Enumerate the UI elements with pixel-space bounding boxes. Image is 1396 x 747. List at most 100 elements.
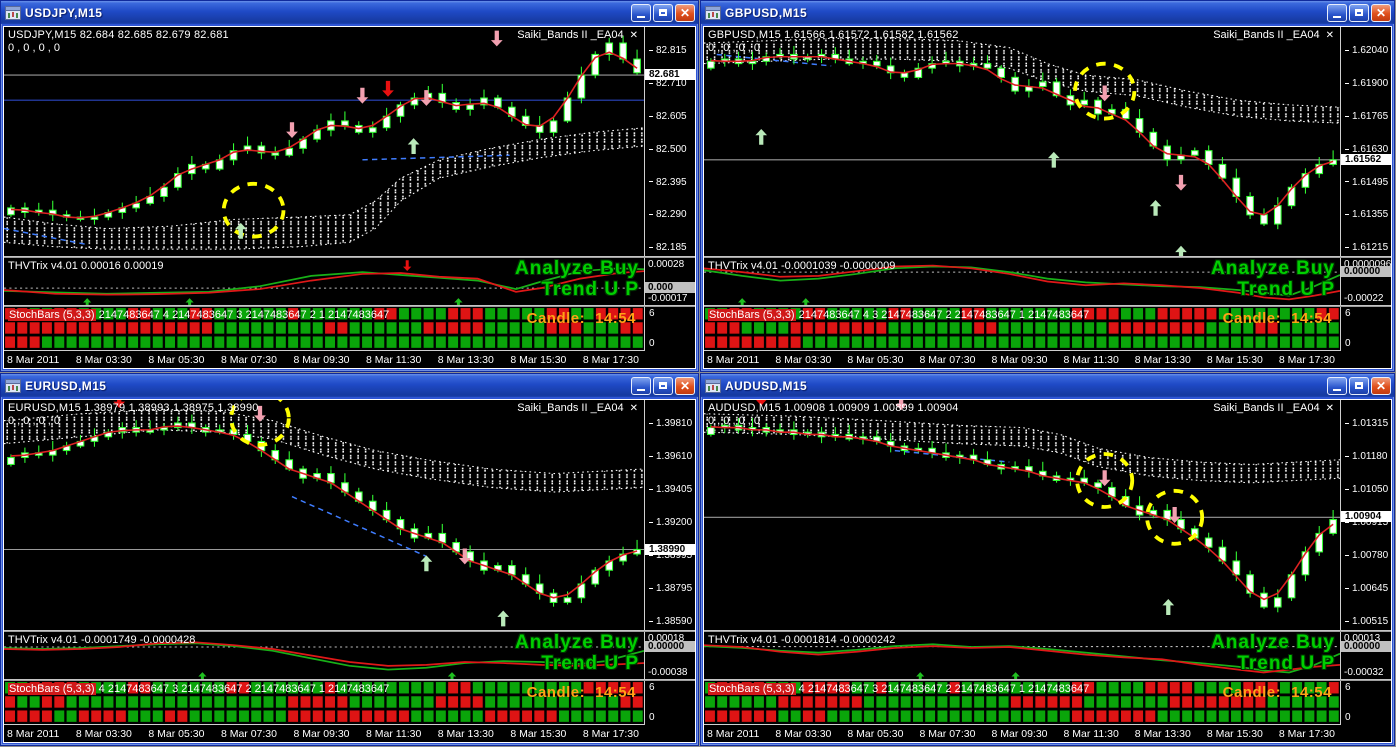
stochbars-pane: StochBars (5,3,3) 2147483647 4 214748364… xyxy=(4,307,695,350)
candle-countdown: Candle: 14:54 xyxy=(527,310,636,327)
maximize-button[interactable] xyxy=(1349,3,1369,22)
window-titlebar[interactable]: AUDUSD,M15 ✕ xyxy=(701,374,1394,397)
chart-window-usdjpy: USDJPY,M15 ✕ USDJPY,M15 82.684 82.685 82… xyxy=(0,0,699,372)
thvtrix-pane: THVTrix v4.01 -0.0001814 -0.0000242 Anal… xyxy=(704,632,1391,679)
pane-divider[interactable] xyxy=(704,679,1391,681)
price-tick: 1.39810 xyxy=(649,418,692,429)
price-tick: 82.290 xyxy=(649,209,687,220)
price-tick: 82.710 xyxy=(649,78,687,89)
minimize-icon xyxy=(1333,388,1341,391)
maximize-icon xyxy=(1355,382,1363,389)
time-axis[interactable]: 8 Mar 2011 8 Mar 03:30 8 Mar 05:30 8 Mar 07… xyxy=(704,350,1341,368)
main-plot[interactable]: GBPUSD,M15 1.61566 1.61572 1.61582 1.615… xyxy=(704,27,1340,256)
candle-countdown-label: Candle: xyxy=(526,684,586,701)
thvtrix-plot[interactable]: THVTrix v4.01 0.00016 0.00019 Analyze Bu… xyxy=(4,258,644,305)
pane-divider[interactable] xyxy=(704,256,1391,258)
window-titlebar[interactable]: GBPUSD,M15 ✕ xyxy=(701,1,1394,24)
stochbars-axis: 6 0 xyxy=(1340,681,1391,724)
thvtrix-current-box: 0.00000 xyxy=(1341,640,1391,652)
thvtrix-plot[interactable]: THVTrix v4.01 -0.0001039 -0.0000009 Anal… xyxy=(704,258,1340,305)
price-tick: 1.00780 xyxy=(1345,550,1388,561)
trend-signal-text: Trend U P xyxy=(541,653,639,674)
thvtrix-plot[interactable]: THVTrix v4.01 -0.0001814 -0.0000242 Anal… xyxy=(704,632,1340,679)
maximize-button[interactable] xyxy=(1349,376,1369,395)
candle-countdown-time: 14:54 xyxy=(595,310,636,327)
thvtrix-current-box: 0.000 xyxy=(645,282,695,294)
time-label: 8 Mar 17:30 xyxy=(582,353,639,366)
stochbars-name: StochBars (5,3,3) xyxy=(708,309,796,321)
maximize-button[interactable] xyxy=(653,376,673,395)
time-label: 8 Mar 17:30 xyxy=(1278,727,1335,740)
maximize-icon xyxy=(659,9,667,16)
stochbars-axis-bottom: 0 xyxy=(649,338,655,349)
chart-window-icon xyxy=(5,378,21,393)
thvtrix-pane: THVTrix v4.01 0.00016 0.00019 Analyze Bu… xyxy=(4,258,695,305)
minimize-button[interactable] xyxy=(631,3,651,22)
stochbars-values: 2147483647 4 2147483647 3 2147483647 2 1… xyxy=(98,309,390,321)
indicator-close-icon[interactable]: ✕ xyxy=(629,403,638,414)
maximize-button[interactable] xyxy=(653,3,673,22)
signal-counters: 0 , 0 , 0 , 0 xyxy=(8,415,60,427)
close-button[interactable]: ✕ xyxy=(1371,3,1391,22)
close-button[interactable]: ✕ xyxy=(1371,376,1391,395)
maximize-icon xyxy=(659,382,667,389)
stochbars-name: StochBars (5,3,3) xyxy=(8,683,96,695)
time-label: 8 Mar 13:30 xyxy=(1134,727,1191,740)
pane-divider[interactable] xyxy=(4,679,695,681)
minimize-button[interactable] xyxy=(631,376,651,395)
minimize-icon xyxy=(637,388,645,391)
time-label: 8 Mar 07:30 xyxy=(919,727,976,740)
stochbars-axis-top: 6 xyxy=(649,308,655,319)
price-tick: 1.39200 xyxy=(649,517,692,528)
time-axis[interactable]: 8 Mar 2011 8 Mar 03:30 8 Mar 05:30 8 Mar 07… xyxy=(4,350,645,368)
price-tick: 1.01315 xyxy=(1345,418,1388,429)
indicator-close-icon[interactable]: ✕ xyxy=(1325,403,1334,414)
price-tick: 82.185 xyxy=(649,242,687,253)
indicator-close-icon[interactable]: ✕ xyxy=(629,30,638,41)
close-button[interactable]: ✕ xyxy=(675,376,695,395)
minimize-button[interactable] xyxy=(1327,376,1347,395)
analyze-signal-text: Analyze Buy xyxy=(1211,258,1335,279)
time-label: 8 Mar 03:30 xyxy=(775,353,832,366)
thvtrix-pane: THVTrix v4.01 -0.0001039 -0.0000009 Anal… xyxy=(704,258,1391,305)
thvtrix-chart-canvas xyxy=(704,643,1340,679)
window-titlebar[interactable]: USDJPY,M15 ✕ xyxy=(1,1,698,24)
time-axis[interactable]: 8 Mar 2011 8 Mar 03:30 8 Mar 05:30 8 Mar 07… xyxy=(4,724,645,742)
main-plot[interactable]: USDJPY,M15 82.684 82.685 82.679 82.681 0… xyxy=(4,27,644,256)
minimize-button[interactable] xyxy=(1327,3,1347,22)
indicator-name: Saiki_Bands II _EA04 xyxy=(517,402,624,414)
time-label: 8 Mar 11:30 xyxy=(1063,353,1119,366)
time-label: 8 Mar 09:30 xyxy=(991,727,1048,740)
window-title: USDJPY,M15 xyxy=(25,5,103,20)
time-label: 8 Mar 11:30 xyxy=(366,353,422,366)
pane-divider[interactable] xyxy=(4,630,695,632)
pane-divider[interactable] xyxy=(704,630,1391,632)
pane-divider[interactable] xyxy=(704,305,1391,307)
stochbars-plot[interactable]: StochBars (5,3,3) 2147483647 4 214748364… xyxy=(4,307,644,350)
maximize-icon xyxy=(1355,9,1363,16)
candle-countdown: Candle: 14:54 xyxy=(527,684,636,701)
analyze-signal-text: Analyze Buy xyxy=(1211,632,1335,653)
pane-divider[interactable] xyxy=(4,305,695,307)
time-label: 8 Mar 15:30 xyxy=(510,353,567,366)
window-titlebar[interactable]: EURUSD,M15 ✕ xyxy=(1,374,698,397)
trend-signal-text: Trend U P xyxy=(1237,653,1335,674)
signal-text-block: Analyze Buy Trend U P xyxy=(515,632,639,674)
stochbars-plot[interactable]: StochBars (5,3,3) 4 2147483647 3 2147483… xyxy=(4,681,644,724)
indicator-close-icon[interactable]: ✕ xyxy=(1325,30,1334,41)
chart-area: AUDUSD,M15 1.00908 1.00909 1.00899 1.009… xyxy=(703,399,1392,743)
thvtrix-plot[interactable]: THVTrix v4.01 -0.0001749 -0.0000428 Anal… xyxy=(4,632,644,679)
close-button[interactable]: ✕ xyxy=(675,3,695,22)
stochbars-plot[interactable]: StochBars (5,3,3) 2147483647 4 3 2147483… xyxy=(704,307,1340,350)
main-plot[interactable]: EURUSD,M15 1.38979 1.38993 1.38975 1.389… xyxy=(4,400,644,630)
price-axis: 1.00904 1.01315 1.01180 1.01050 1.00915 1.00… xyxy=(1340,400,1391,630)
stochbars-axis: 6 0 xyxy=(644,307,695,350)
pane-divider[interactable] xyxy=(4,256,695,258)
close-icon: ✕ xyxy=(679,378,691,393)
time-label: 8 Mar 03:30 xyxy=(75,353,132,366)
chart-window-audusd: AUDUSD,M15 ✕ AUDUSD,M15 1.00908 1.00909 … xyxy=(700,373,1395,746)
stochbars-plot[interactable]: StochBars (5,3,3) 4 2147483647 3 2147483… xyxy=(704,681,1340,724)
time-axis[interactable]: 8 Mar 2011 8 Mar 03:30 8 Mar 05:30 8 Mar 07… xyxy=(704,724,1341,742)
main-plot[interactable]: AUDUSD,M15 1.00908 1.00909 1.00899 1.009… xyxy=(704,400,1340,630)
